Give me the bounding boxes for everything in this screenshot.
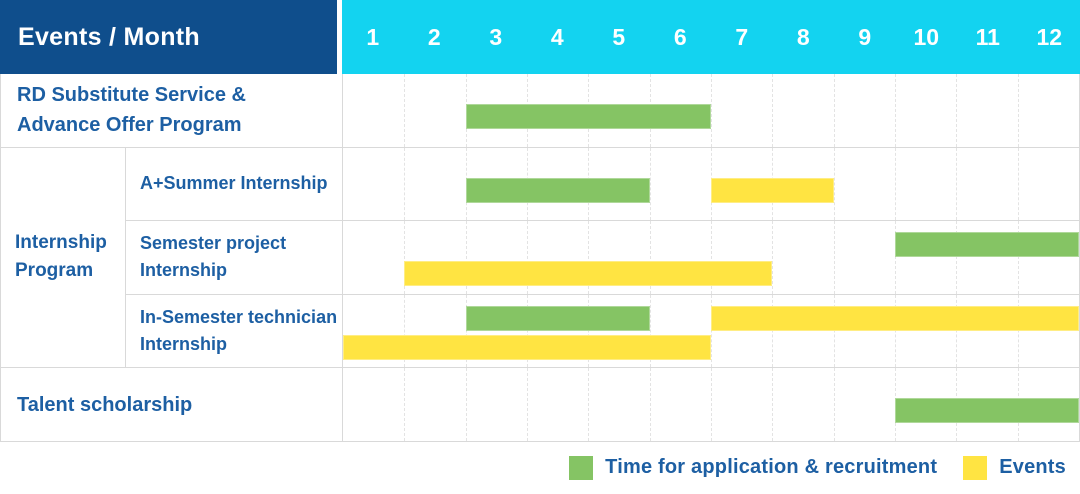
month-gridline: [649, 294, 651, 368]
row-label: RD Substitute Service & Advance Offer Pr…: [1, 74, 342, 148]
month-gridline: [772, 74, 774, 147]
gantt-bar-application: [465, 177, 650, 203]
month-gridline: [404, 74, 406, 147]
month-gridline: [527, 221, 528, 294]
month-gridline: [833, 74, 835, 147]
month-header-strip: 1 2 3 4 5 6 7 8 9 10 11 12: [342, 0, 1080, 74]
month-gridline: [1017, 294, 1019, 368]
month-gridline: [956, 147, 958, 221]
corner-header-label: Events / Month: [18, 22, 200, 51]
month-gridline: [404, 294, 406, 368]
table-header-row: Events / Month 1 2 3 4 5 6 7 8 9 10 11 12: [0, 0, 1080, 74]
gantt-bar-events: [404, 261, 773, 287]
legend-label-events: Events: [999, 456, 1066, 479]
month-header-5: 5: [612, 23, 626, 50]
month-gridline: [956, 221, 958, 294]
gantt-bar-application: [895, 398, 1079, 424]
month-gridline: [956, 74, 958, 147]
row-chart: [342, 147, 1079, 222]
gantt-bar-application: [465, 104, 711, 129]
month-gridline: [895, 294, 896, 368]
month-gridline: [404, 221, 406, 294]
month-header-2: 2: [427, 23, 441, 50]
row-label: A+Summer Internship: [125, 147, 342, 222]
month-gridline: [833, 368, 835, 441]
month-gridline: [772, 221, 774, 294]
month-header-4: 4: [550, 23, 564, 50]
month-gridline: [1017, 221, 1019, 294]
month-gridline: [772, 294, 774, 368]
month-header-10: 10: [913, 23, 940, 50]
row-label: Talent scholarship: [1, 368, 342, 442]
month-gridline: [649, 147, 651, 221]
legend-swatch-application: [569, 455, 594, 480]
month-header-3: 3: [489, 23, 503, 50]
month-gridline: [404, 147, 406, 221]
legend: Time for application & recruitment Events: [0, 442, 1080, 494]
row-label: In-Semester technician Internship: [125, 294, 342, 369]
month-gridline: [527, 368, 528, 441]
month-gridline: [649, 368, 651, 441]
gantt-bar-events: [343, 334, 711, 360]
month-gridline: [1017, 74, 1019, 147]
month-gridline: [588, 368, 590, 441]
legend-swatch-events: [963, 455, 988, 480]
row-chart: [342, 294, 1079, 369]
month-gridline: [772, 368, 774, 441]
month-header-11: 11: [975, 23, 1000, 50]
month-gridline: [833, 147, 835, 221]
month-gridline: [527, 294, 528, 368]
row-group-label: Internship Program: [1, 148, 125, 369]
month-gridline: [649, 221, 651, 294]
month-gridline: [1017, 147, 1019, 221]
month-gridline: [895, 221, 896, 294]
row-label: Semester project Internship: [125, 221, 342, 295]
month-gridline: [588, 221, 590, 294]
month-gridline: [465, 294, 467, 368]
gantt-bar-application: [895, 232, 1079, 258]
legend-label-application: Time for application & recruitment: [605, 456, 938, 479]
month-gridline: [465, 368, 467, 441]
month-header-1: 1: [366, 23, 380, 50]
month-gridline: [711, 221, 712, 294]
legend-item-application: Time for application & recruitment: [569, 455, 938, 480]
month-header-9: 9: [858, 23, 872, 50]
month-gridline: [465, 221, 467, 294]
row-chart: [342, 221, 1079, 295]
month-gridline: [956, 294, 958, 368]
month-gridline: [895, 74, 896, 147]
legend-item-events: Events: [963, 455, 1066, 480]
month-gridline: [711, 74, 712, 147]
gantt-table-body: RD Substitute Service & Advance Offer Pr…: [0, 74, 1080, 442]
month-gridline: [588, 294, 590, 368]
month-header-6: 6: [673, 23, 687, 50]
gantt-bar-events: [711, 305, 1079, 331]
gantt-bar-events: [711, 177, 834, 203]
month-header-8: 8: [796, 23, 810, 50]
row-chart: [342, 368, 1079, 442]
gantt-bar-application: [465, 305, 650, 331]
month-header-7: 7: [735, 23, 749, 50]
header-divider: [337, 0, 342, 74]
month-gridline: [833, 294, 835, 368]
corner-header-cell: Events / Month: [0, 0, 337, 74]
month-header-12: 12: [1036, 23, 1063, 50]
month-gridline: [895, 147, 896, 221]
month-gridline: [833, 221, 835, 294]
row-chart: [342, 74, 1079, 148]
month-gridline: [711, 294, 712, 368]
month-gridline: [404, 368, 406, 441]
month-gridline: [711, 368, 712, 441]
